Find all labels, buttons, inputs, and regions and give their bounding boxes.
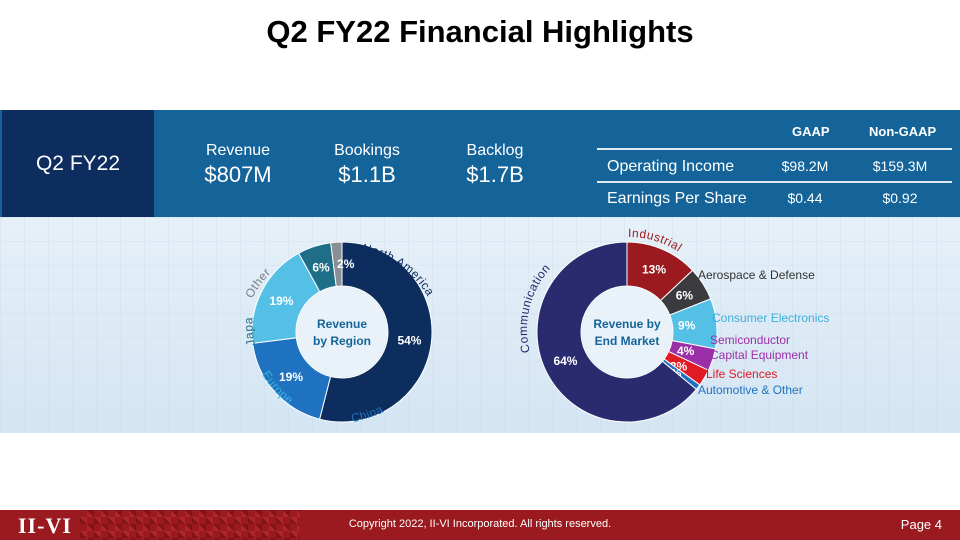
- table-header-gaap: GAAP: [792, 124, 830, 139]
- page-title: Q2 FY22 Financial Highlights: [266, 14, 694, 49]
- metric-label: Bookings: [334, 142, 400, 159]
- label-japan: Japan: [0, 217, 258, 347]
- label-life-sciences: Life Sciences: [706, 367, 777, 381]
- slice-value-label: 6%: [312, 260, 330, 274]
- metric-label: Backlog: [466, 142, 524, 159]
- company-logo: II-VI: [18, 513, 72, 538]
- donut-slice-north-america: [319, 241, 433, 423]
- slice-value-label: 19%: [269, 294, 293, 308]
- donut-center-label: Revenue by: [593, 317, 661, 331]
- metric-value: $1.1B: [338, 162, 396, 187]
- footer-bar: [0, 510, 960, 540]
- table-divider: [597, 181, 952, 183]
- table-header-non-gaap: Non-GAAP: [869, 124, 937, 139]
- table-cell-gaap: $0.44: [787, 190, 823, 206]
- metric-label: Revenue: [205, 142, 271, 159]
- period-label: Q2 FY22: [35, 151, 121, 175]
- label-aerospace: Aerospace & Defense: [698, 268, 815, 282]
- donut-center: [297, 287, 387, 377]
- label-consumer-electronics: Consumer Electronics: [712, 311, 829, 325]
- footer-mosaic: [80, 510, 300, 540]
- slice-value-label: 9%: [678, 319, 696, 333]
- slice-value-label: 2%: [337, 257, 355, 271]
- table-divider: [597, 148, 952, 150]
- table-cell-non-gaap: $0.92: [882, 190, 918, 206]
- table-row-label: Operating Income: [607, 158, 735, 175]
- donut-region: 54% 19% 19% 6% 2% Revenue by Region: [251, 241, 433, 423]
- donut-center-label: by Region: [313, 334, 371, 348]
- donut-slice-communications: [536, 241, 698, 423]
- table-cell-non-gaap: $159.3M: [872, 158, 928, 174]
- slice-value-label: 54%: [397, 334, 421, 348]
- label-automotive: Automotive & Other: [698, 383, 803, 397]
- summary-band: [0, 110, 960, 217]
- slice-value-label: 64%: [553, 354, 577, 368]
- chart-panel: [0, 217, 960, 433]
- chart-panel-texture: [0, 217, 960, 433]
- page-number: Page 4: [900, 517, 942, 532]
- slice-value-label: 19%: [279, 370, 303, 384]
- table-cell-gaap: $98.2M: [781, 158, 829, 174]
- table-row-label: Earnings Per Share: [607, 190, 747, 207]
- slice-value-label: 13%: [642, 263, 666, 277]
- metric-bookings: Bookings $1.1B: [297, 142, 437, 188]
- donut-center-label: End Market: [595, 334, 660, 348]
- label-semiconductor: Semiconductor: [710, 333, 790, 347]
- donut-center-label: Revenue: [317, 317, 367, 331]
- label-capital-equipment: Capital Equipment: [710, 348, 809, 362]
- period-box: Q2 FY22: [2, 110, 154, 217]
- metric-value: $807M: [204, 162, 272, 187]
- slice-value-label: 6%: [676, 289, 694, 303]
- slice-value-label: 4%: [677, 344, 695, 358]
- metric-value: $1.7B: [466, 162, 524, 187]
- donut-center: [582, 287, 672, 377]
- donut-slice-other: [330, 241, 343, 287]
- metric-revenue: Revenue $807M: [168, 142, 308, 188]
- metric-backlog: Backlog $1.7B: [425, 142, 565, 188]
- copyright-text: Copyright 2022, II-VI Incorporated. All …: [348, 518, 612, 530]
